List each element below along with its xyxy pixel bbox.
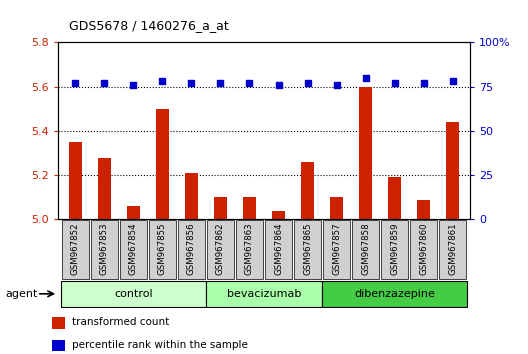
Text: GSM967852: GSM967852 bbox=[71, 222, 80, 275]
Point bbox=[246, 80, 254, 86]
FancyBboxPatch shape bbox=[206, 220, 234, 279]
Text: GSM967864: GSM967864 bbox=[274, 222, 283, 275]
Bar bbox=[359, 87, 372, 219]
FancyBboxPatch shape bbox=[352, 220, 380, 279]
Bar bbox=[185, 173, 198, 219]
Text: control: control bbox=[114, 289, 153, 299]
FancyBboxPatch shape bbox=[294, 220, 322, 279]
Text: GSM967859: GSM967859 bbox=[390, 222, 399, 275]
Point bbox=[303, 80, 312, 86]
Bar bbox=[272, 211, 285, 219]
Text: GSM967860: GSM967860 bbox=[419, 222, 428, 275]
Bar bbox=[243, 198, 256, 219]
FancyBboxPatch shape bbox=[61, 281, 206, 307]
FancyBboxPatch shape bbox=[381, 220, 409, 279]
FancyBboxPatch shape bbox=[323, 220, 351, 279]
Bar bbox=[52, 316, 65, 329]
Bar bbox=[301, 162, 314, 219]
Point bbox=[71, 80, 80, 86]
FancyBboxPatch shape bbox=[410, 220, 437, 279]
Text: GSM967865: GSM967865 bbox=[303, 222, 312, 275]
Point bbox=[129, 82, 138, 88]
Text: GSM967856: GSM967856 bbox=[187, 222, 196, 275]
Bar bbox=[98, 158, 111, 219]
Bar bbox=[69, 142, 82, 219]
FancyBboxPatch shape bbox=[91, 220, 118, 279]
Text: bevacizumab: bevacizumab bbox=[227, 289, 301, 299]
Text: GSM967861: GSM967861 bbox=[448, 222, 457, 275]
Text: agent: agent bbox=[5, 289, 37, 299]
Bar bbox=[446, 122, 459, 219]
FancyBboxPatch shape bbox=[206, 281, 322, 307]
Bar bbox=[52, 339, 65, 352]
Bar bbox=[127, 206, 140, 219]
FancyBboxPatch shape bbox=[439, 220, 466, 279]
Text: percentile rank within the sample: percentile rank within the sample bbox=[72, 339, 248, 350]
Bar bbox=[214, 198, 227, 219]
FancyBboxPatch shape bbox=[322, 281, 467, 307]
Text: dibenzazepine: dibenzazepine bbox=[354, 289, 435, 299]
Bar bbox=[156, 109, 169, 219]
FancyBboxPatch shape bbox=[119, 220, 147, 279]
FancyBboxPatch shape bbox=[265, 220, 293, 279]
Text: GSM967858: GSM967858 bbox=[361, 222, 370, 275]
Bar bbox=[417, 200, 430, 219]
Point bbox=[390, 80, 399, 86]
Point bbox=[332, 82, 341, 88]
Text: GSM967863: GSM967863 bbox=[245, 222, 254, 275]
Point bbox=[100, 80, 109, 86]
FancyBboxPatch shape bbox=[235, 220, 263, 279]
Point bbox=[419, 80, 428, 86]
FancyBboxPatch shape bbox=[148, 220, 176, 279]
Text: GSM967854: GSM967854 bbox=[129, 222, 138, 275]
Text: GSM967855: GSM967855 bbox=[158, 222, 167, 275]
Bar bbox=[388, 177, 401, 219]
Text: GSM967862: GSM967862 bbox=[216, 222, 225, 275]
Point bbox=[158, 79, 167, 84]
Point bbox=[361, 75, 370, 81]
Point bbox=[274, 82, 282, 88]
Text: transformed count: transformed count bbox=[72, 317, 169, 327]
Point bbox=[216, 80, 225, 86]
FancyBboxPatch shape bbox=[177, 220, 205, 279]
Bar bbox=[330, 198, 343, 219]
Point bbox=[448, 79, 457, 84]
Text: GSM967853: GSM967853 bbox=[100, 222, 109, 275]
Text: GSM967857: GSM967857 bbox=[332, 222, 341, 275]
Point bbox=[187, 80, 196, 86]
Text: GDS5678 / 1460276_a_at: GDS5678 / 1460276_a_at bbox=[69, 19, 229, 32]
FancyBboxPatch shape bbox=[62, 220, 89, 279]
